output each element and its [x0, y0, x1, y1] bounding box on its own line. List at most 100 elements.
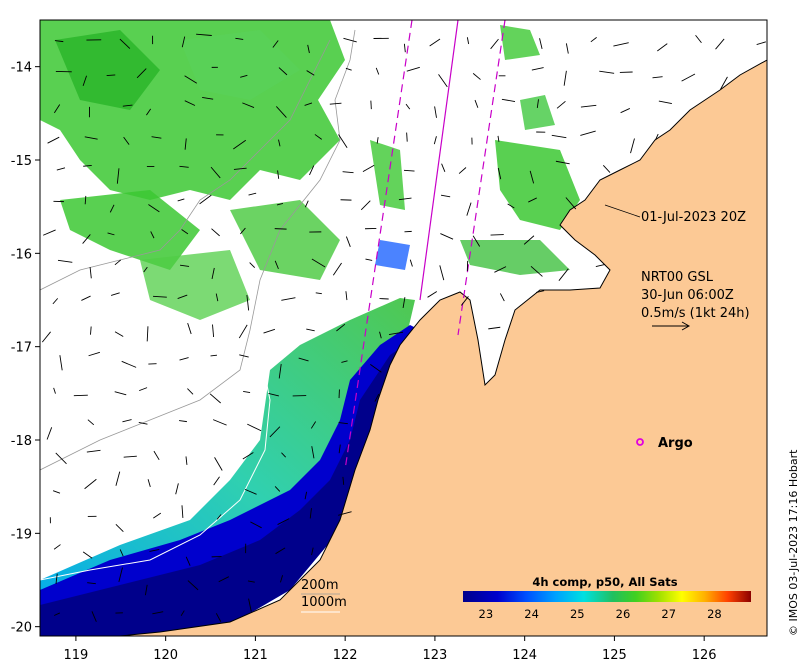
current-vector [278, 364, 282, 379]
current-vector [240, 227, 246, 235]
current-vector [530, 265, 543, 277]
current-vector [47, 136, 60, 144]
current-vector [403, 169, 415, 172]
current-vector [121, 360, 137, 368]
track-time-leader [604, 204, 641, 218]
land-mass [119, 20, 767, 636]
current-vector [501, 98, 516, 102]
current-vector [298, 357, 309, 362]
current-vector [151, 136, 162, 139]
current-vector [214, 457, 223, 471]
current-vector [565, 43, 569, 54]
current-vector [311, 258, 326, 268]
current-vector [523, 235, 535, 245]
current-vector [53, 387, 56, 394]
current-vector [106, 74, 116, 77]
current-vector [91, 611, 97, 622]
current-vector [110, 292, 120, 296]
y-axis: -14 -15 -16 -17 -18 -19 -20 [11, 61, 40, 636]
current-vector [52, 298, 59, 305]
current-vector [210, 354, 218, 357]
current-vector [715, 38, 725, 50]
current-vector [41, 331, 51, 343]
current-vector [46, 427, 53, 440]
current-vector [490, 38, 499, 50]
current-vector [187, 322, 192, 335]
current-vector [472, 235, 481, 247]
current-vector [184, 138, 187, 150]
current-vector [472, 73, 481, 80]
current-vector [54, 40, 64, 43]
current-vector [536, 290, 545, 293]
current-vector [310, 421, 317, 429]
current-vector [54, 612, 61, 616]
current-vector [658, 100, 672, 105]
colorbar-label: 23 [479, 607, 494, 621]
current-vector [52, 490, 61, 494]
x-tick-label: 121 [243, 648, 268, 663]
argo-marker[interactable] [636, 438, 644, 446]
current-vector [149, 549, 160, 552]
current-vector [244, 488, 257, 495]
x-tick-label: 123 [422, 648, 447, 663]
current-vector [84, 478, 97, 490]
current-vector [277, 518, 290, 525]
current-vector [115, 471, 121, 486]
current-vector [87, 582, 96, 585]
current-vector [53, 104, 61, 114]
current-vector [466, 202, 472, 216]
current-vector [242, 452, 254, 460]
current-vector [248, 598, 252, 612]
current-vector [250, 521, 262, 529]
colorbar-label: 24 [524, 607, 539, 621]
y-tick-label: -17 [11, 341, 32, 356]
current-vector [338, 422, 348, 425]
current-time-label: 30-Jun 06:00Z [641, 288, 734, 303]
current-vector [720, 76, 728, 90]
current-vector [88, 351, 100, 357]
current-vector [398, 197, 412, 201]
satellite-track [344, 20, 506, 471]
current-vector [152, 611, 164, 615]
current-vector [275, 106, 287, 118]
current-vector [148, 204, 160, 213]
colorbar-label: 26 [616, 607, 631, 621]
current-vector [243, 390, 251, 394]
current-vector [175, 483, 179, 495]
current-vector [402, 297, 406, 308]
current-vector [602, 164, 611, 173]
current-vector [213, 476, 220, 486]
current-vector [82, 75, 87, 86]
current-vector [458, 167, 467, 174]
colorbar-ramp [463, 591, 751, 602]
current-vector [202, 96, 214, 100]
current-vector [247, 580, 255, 583]
current-vector [580, 130, 596, 136]
current-vector [278, 67, 288, 76]
current-vector [309, 165, 315, 176]
current-vector [529, 170, 535, 184]
current-vector [630, 138, 635, 154]
current-vector [336, 323, 346, 332]
current-vector [309, 508, 312, 519]
current-vector [114, 391, 127, 396]
current-vector [405, 103, 411, 110]
current-vector [123, 455, 137, 458]
current-vector [209, 393, 221, 404]
current-vector [147, 479, 151, 488]
current-vector [181, 505, 184, 518]
current-vector [249, 262, 256, 268]
y-tick-label: -14 [11, 61, 32, 76]
current-vector [185, 456, 188, 465]
current-vector [73, 394, 88, 397]
current-vector [406, 132, 408, 142]
contour-200-label: 200m [301, 578, 338, 593]
current-vector [84, 195, 87, 205]
current-vector [499, 293, 505, 302]
current-vector [177, 294, 188, 299]
sst-warm-patches [40, 20, 580, 320]
current-vector [146, 326, 149, 342]
current-vector [56, 167, 66, 171]
current-vector [329, 102, 342, 105]
current-vector [343, 37, 357, 43]
